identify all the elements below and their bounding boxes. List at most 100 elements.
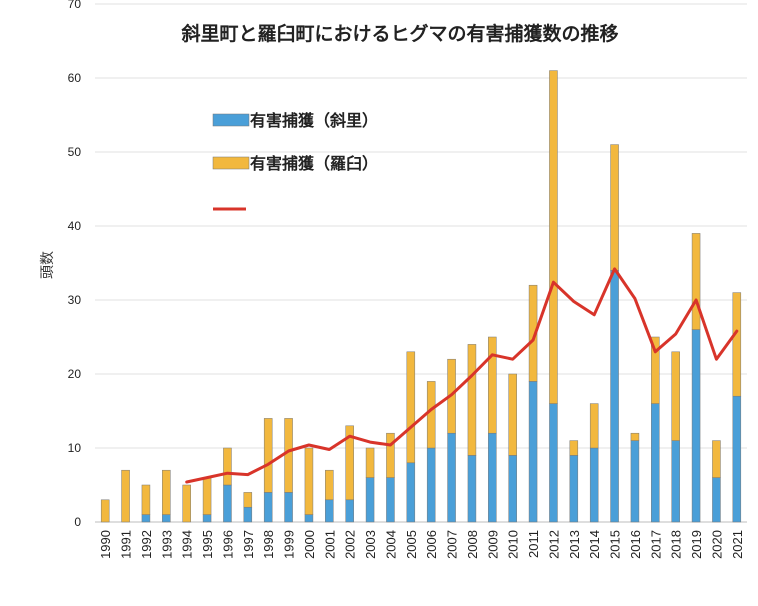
bar-shari xyxy=(223,484,232,523)
bar-rausu xyxy=(243,492,253,508)
bar-rausu xyxy=(549,70,558,404)
legend: 有害捕獲（斜里） 有害捕獲（羅臼） xyxy=(212,111,378,211)
bar-shari xyxy=(651,403,660,523)
bar-rausu xyxy=(528,284,538,382)
x-tick-label: 2009 xyxy=(485,530,500,559)
x-tick-label: 1991 xyxy=(119,530,134,559)
y-tick-label: 30 xyxy=(68,293,82,307)
bar-shari xyxy=(406,462,416,523)
bar-rausu xyxy=(569,440,579,456)
x-tick-label: 2016 xyxy=(628,530,643,559)
bar-shari xyxy=(426,447,436,523)
bar-rausu xyxy=(406,351,416,464)
x-tick-label: 2005 xyxy=(404,530,419,559)
bar-rausu xyxy=(345,425,354,501)
bar-shari xyxy=(528,381,538,523)
bar-rausu xyxy=(712,440,721,478)
x-tick-label: 2011 xyxy=(526,530,541,558)
bar-rausu xyxy=(651,336,660,404)
x-tick-label: 2020 xyxy=(709,530,724,559)
bar-shari xyxy=(691,329,701,523)
x-tick-label: 2010 xyxy=(506,530,521,559)
x-tick-label: 1993 xyxy=(159,530,174,559)
x-tick-label: 2018 xyxy=(669,530,684,559)
bar-rausu xyxy=(263,418,273,493)
bar-rausu xyxy=(182,484,191,523)
bar-rausu xyxy=(488,336,497,434)
x-tick-label: 2002 xyxy=(343,530,358,559)
bar-shari xyxy=(202,514,212,523)
bar-shari xyxy=(508,455,517,523)
bar-shari xyxy=(712,477,721,523)
bar-shari xyxy=(488,432,497,523)
bar-rausu xyxy=(121,469,130,523)
y-axis-label: 頭数 xyxy=(40,251,56,279)
legend-swatch xyxy=(212,113,250,127)
x-tick-label: 1996 xyxy=(220,530,235,559)
bar-shari xyxy=(284,492,293,523)
bar-rausu xyxy=(630,432,640,441)
bar-rausu xyxy=(691,233,701,330)
bar-rausu xyxy=(671,351,680,441)
bar-shari xyxy=(671,440,680,523)
moving-average-line xyxy=(185,267,739,484)
bar-shari xyxy=(263,492,273,523)
chart-title: 斜里町と羅臼町におけるヒグマの有害捕獲数の推移 xyxy=(180,22,618,45)
bar-rausu xyxy=(202,477,212,515)
bar-shari xyxy=(610,270,619,523)
legend-label: 有害捕獲（斜里） xyxy=(250,111,378,130)
x-tick-label: 1992 xyxy=(139,530,154,559)
x-axis-ticks: 1990 1991 1992 1993 1994 1995 1996 1997 1998 1999… xyxy=(98,530,745,559)
x-tick-label: 2001 xyxy=(322,530,337,559)
legend-item-rausu: 有害捕獲（羅臼） xyxy=(212,154,378,173)
x-tick-label: 2008 xyxy=(465,530,480,559)
bars xyxy=(100,70,742,523)
x-tick-label: 2017 xyxy=(648,530,663,559)
bar-rausu xyxy=(732,292,742,397)
x-tick-label: 2006 xyxy=(424,530,439,559)
x-tick-label: 2013 xyxy=(567,530,582,559)
x-tick-label: 1998 xyxy=(261,530,276,559)
bar-shari xyxy=(141,514,151,523)
bar-rausu xyxy=(610,144,619,271)
bar-rausu xyxy=(589,403,599,449)
y-tick-label: 50 xyxy=(68,145,82,159)
bar-rausu xyxy=(100,499,110,523)
bar-rausu xyxy=(467,344,477,456)
x-tick-label: 2021 xyxy=(730,530,745,559)
bar-shari xyxy=(325,499,334,523)
x-tick-label: 1999 xyxy=(282,530,297,559)
bar-rausu xyxy=(162,469,171,515)
x-tick-label: 1990 xyxy=(98,530,113,559)
bar-rausu xyxy=(386,432,395,478)
x-tick-label: 2019 xyxy=(689,530,704,559)
y-tick-label: 70 xyxy=(68,0,82,11)
y-tick-label: 60 xyxy=(68,71,82,85)
bar-shari xyxy=(467,455,477,523)
bar-shari xyxy=(447,432,456,523)
bar-shari xyxy=(386,477,395,523)
x-tick-label: 2003 xyxy=(363,530,378,559)
legend-item-shari: 有害捕獲（斜里） xyxy=(212,111,378,130)
y-tick-label: 20 xyxy=(68,367,82,381)
y-axis-ticks: 0 10 20 30 40 50 60 70 xyxy=(68,0,82,529)
bar-rausu xyxy=(141,484,151,515)
x-tick-label: 2007 xyxy=(445,530,460,559)
x-tick-label: 2014 xyxy=(587,530,602,559)
bar-shari xyxy=(589,447,599,523)
bar-shari xyxy=(549,403,558,523)
x-tick-label: 1995 xyxy=(200,530,215,559)
bar-shari xyxy=(243,506,253,523)
x-tick-label: 1994 xyxy=(180,530,195,559)
y-tick-label: 0 xyxy=(74,515,81,529)
moving-average-line-group xyxy=(185,267,739,484)
bar-shari xyxy=(365,477,375,523)
bar-rausu xyxy=(325,469,334,501)
bar-shari xyxy=(304,514,314,523)
x-tick-label: 2015 xyxy=(608,530,623,559)
legend-swatch xyxy=(212,156,250,170)
y-tick-label: 10 xyxy=(68,441,82,455)
bar-shari xyxy=(345,499,354,523)
bar-rausu xyxy=(304,447,314,515)
